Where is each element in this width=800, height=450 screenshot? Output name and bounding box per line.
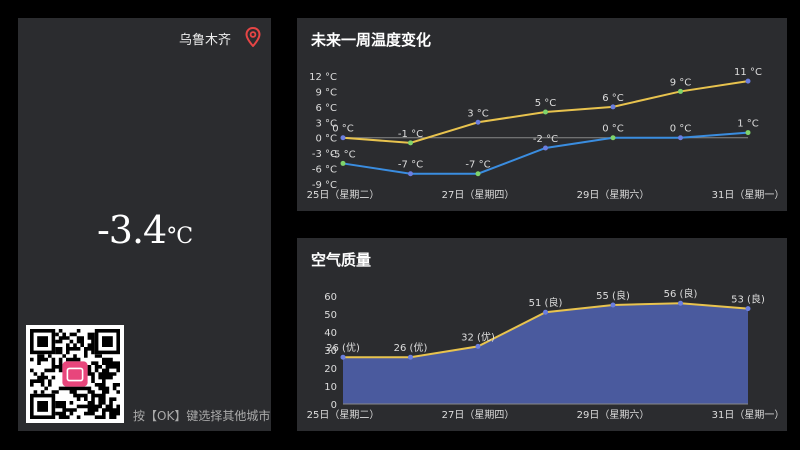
data-point [475, 171, 481, 177]
y-tick-label: 40 [324, 328, 337, 339]
x-tick-label: 31日（星期一） [712, 409, 785, 421]
data-point [745, 130, 751, 136]
data-point [678, 88, 683, 94]
data-label: 26 (优) [394, 341, 428, 354]
data-point [543, 145, 548, 151]
temperature-unit: °C [166, 224, 193, 249]
data-label: 32 (优) [461, 330, 495, 343]
y-tick-label: 6 °C [315, 103, 337, 114]
x-tick-label: 27日（星期四） [442, 409, 515, 421]
x-tick-label: 29日（星期六） [577, 409, 650, 421]
data-point [408, 354, 413, 360]
data-label: -7 °C [398, 160, 423, 171]
x-tick-label: 27日（星期四） [442, 189, 515, 201]
temperature-chart-title: 未来一周温度变化 [311, 31, 432, 49]
data-label: 0 °C [332, 124, 354, 135]
qr-modules [30, 329, 120, 419]
y-tick-label: 30 [324, 346, 337, 357]
x-tick-label: 29日（星期六） [577, 189, 650, 201]
temperature-chart-panel: 未来一周温度变化 12 °C 9 °C 6 °C 3 °C 0 °C -3 °C -6 °C… [297, 18, 787, 211]
y-tick-label: 50 [324, 310, 337, 321]
qr-tv-icon [66, 367, 84, 382]
qr-finder-core [102, 336, 113, 347]
data-point [475, 119, 481, 125]
x-tick-label: 25日（星期二） [307, 409, 380, 421]
qr-finder-core [37, 401, 48, 412]
y-tick-label: -6 °C [312, 165, 337, 176]
y-tick-label: 12 °C [309, 72, 337, 83]
data-label: 6 °C [602, 93, 624, 104]
y-tick-label: 0 °C [315, 134, 337, 145]
data-point [475, 343, 481, 349]
data-point [610, 302, 616, 308]
data-label: -7 °C [465, 160, 490, 171]
y-tick-label: -9 °C [312, 180, 337, 191]
current-weather-panel: 乌鲁木齐 -3.4°C 按【OK】键选择其他城市 [18, 18, 271, 431]
data-label: 55 (良) [596, 289, 630, 302]
x-tick-label: 25日（星期二） [307, 189, 380, 201]
temperature-line-chart: 12 °C9 °C6 °C3 °C0 °C-3 °C-6 °C-9 °C25日（… [307, 67, 785, 201]
data-label: 5 °C [535, 98, 557, 109]
data-label: -2 °C [533, 134, 558, 145]
data-label: 51 (良) [529, 296, 563, 309]
aqi-area [343, 303, 748, 404]
location-pin-icon[interactable] [245, 27, 261, 47]
city-select-hint: 按【OK】键选择其他城市 [133, 409, 271, 423]
data-label: 0 °C [602, 124, 624, 135]
y-tick-label: 60 [324, 292, 337, 303]
data-label: 26 (优) [326, 341, 360, 354]
temperature-value: -3.4 [96, 208, 167, 252]
y-tick-label: -3 °C [312, 149, 337, 160]
data-label: 56 (良) [664, 287, 698, 300]
data-point [745, 306, 751, 312]
data-point [610, 135, 616, 141]
data-point [543, 109, 548, 115]
qr-finder-core [37, 336, 48, 347]
data-point [745, 78, 751, 84]
x-tick-label: 31日（星期一） [712, 189, 785, 201]
data-point [340, 160, 346, 166]
y-tick-label: 0 [331, 400, 337, 411]
data-label: 11 °C [734, 67, 762, 78]
y-tick-label: 3 °C [315, 118, 337, 129]
current-temperature: -3.4°C [18, 208, 271, 252]
data-label: 3 °C [467, 108, 489, 119]
data-label: -1 °C [398, 129, 423, 140]
data-label: 0 °C [670, 124, 692, 135]
air-quality-chart-panel: 空气质量 60 50 40 30 20 10 0 25日（星期二） 27日（星期四） 29日（星期… [297, 238, 787, 431]
data-label: 1 °C [737, 119, 759, 130]
data-point [610, 104, 616, 110]
data-point [340, 135, 346, 141]
data-label: -5 °C [330, 149, 355, 160]
y-tick-label: 10 [324, 382, 337, 393]
data-point [678, 135, 683, 141]
y-tick-label: 20 [324, 364, 337, 375]
data-point [678, 300, 683, 306]
air-quality-chart-title: 空气质量 [311, 251, 372, 269]
data-point [543, 309, 548, 315]
qr-center-logo [62, 361, 88, 387]
data-point [408, 171, 413, 177]
qr-code-icon [26, 325, 124, 423]
y-tick-label: 9 °C [315, 87, 337, 98]
city-name: 乌鲁木齐 [178, 33, 231, 48]
data-point [340, 354, 346, 360]
data-label: 9 °C [670, 77, 692, 88]
data-label: 53 (良) [731, 293, 765, 306]
data-point [408, 140, 413, 146]
